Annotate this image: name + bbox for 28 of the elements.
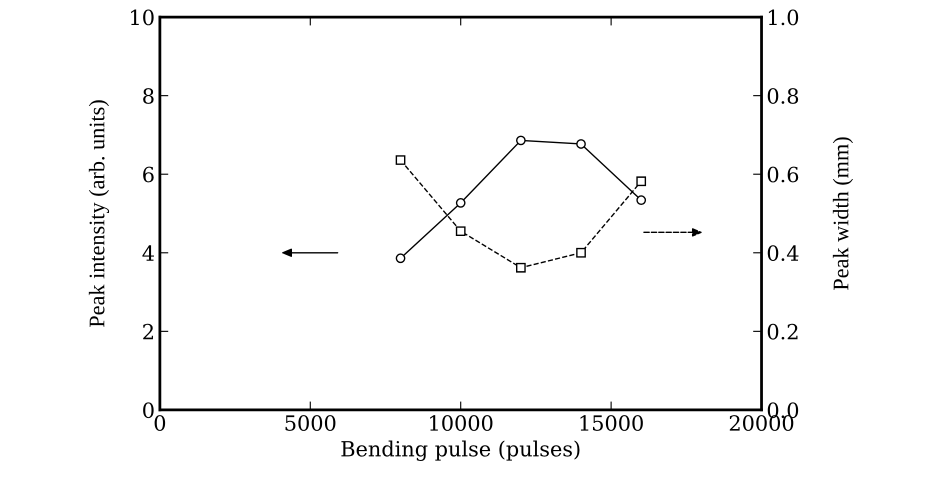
x-tick-label: 0	[154, 415, 166, 431]
y2-axis-title: Peak width (mm)	[832, 137, 854, 290]
x-tick-label: 10000	[430, 415, 492, 431]
x-tick-label: 15000	[580, 415, 643, 431]
y-tick-label: 10	[131, 10, 154, 26]
y-tick-label: 0	[143, 402, 154, 418]
point	[576, 248, 586, 258]
y-axis-title: Peak intensity (arb. units)	[88, 100, 110, 328]
y2-tick-label: 0.8	[768, 88, 798, 104]
y-tick-label: 4	[142, 245, 154, 261]
point	[636, 176, 646, 186]
y-tick-label: 6	[143, 166, 154, 182]
x-tick-label: 5000	[286, 415, 336, 431]
y2-tick-label: 0.2	[768, 324, 798, 340]
point	[456, 198, 466, 208]
point	[636, 195, 646, 206]
point	[516, 136, 526, 146]
y2-tick-label: 0.6	[768, 166, 798, 182]
y-tick-label: 8	[143, 88, 154, 104]
x-axis-title: Bending pulse (pulses)	[341, 440, 580, 461]
y2-tick-label: 0.4	[768, 245, 798, 261]
y2-tick-label: 1.0	[768, 10, 798, 26]
point	[576, 139, 586, 149]
point	[456, 226, 466, 236]
point	[516, 262, 526, 273]
y-tick-label: 2	[143, 324, 153, 340]
point	[396, 155, 406, 165]
point	[396, 253, 406, 264]
